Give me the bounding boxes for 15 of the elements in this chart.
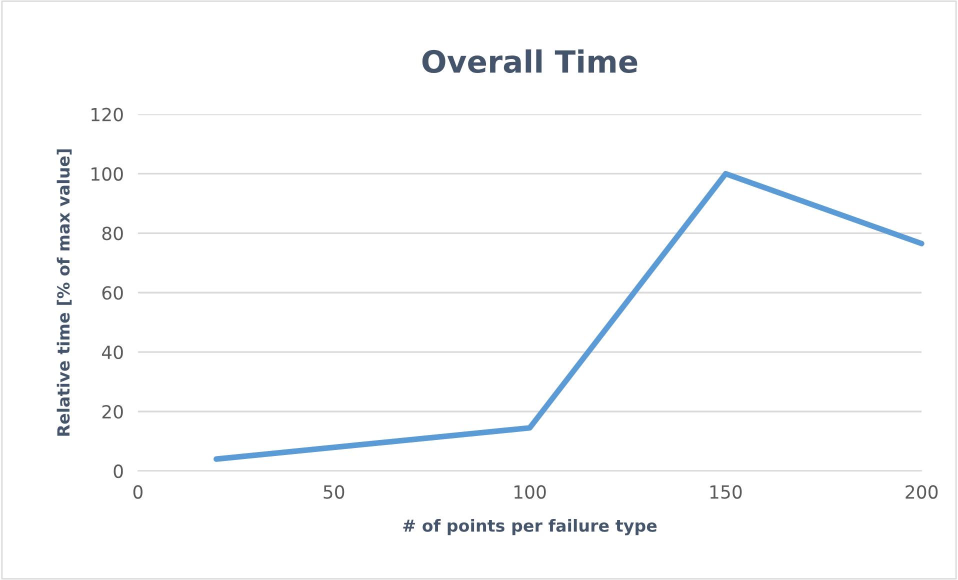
y-tick-label: 80 [102,226,123,240]
x-tick-label: 100 [514,485,546,499]
x-tick-label: 50 [324,485,344,499]
x-tick-label: 200 [906,485,938,499]
x-tick-label: 0 [133,485,142,499]
y-tick-label: 100 [92,167,123,181]
y-tick-label: 60 [102,286,123,300]
y-tick-label: 0 [114,464,123,478]
x-tick-label: 150 [710,485,742,499]
chart-title: Overall Time [422,49,638,74]
y-tick-label: 20 [102,404,123,419]
y-axis-title: Relative time [% of max value] [56,149,72,436]
y-tick-label: 120 [92,108,123,122]
x-axis-title: # of points per failure type [403,518,657,536]
y-tick-label: 40 [102,346,123,360]
